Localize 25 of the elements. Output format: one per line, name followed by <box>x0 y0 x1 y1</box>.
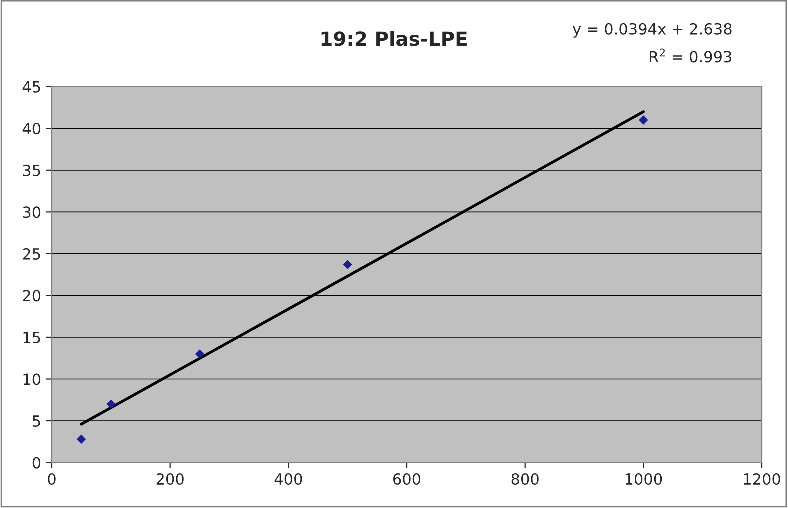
text: y = 0.0394x + 2.638 <box>572 23 732 38</box>
x-tick-label: 200 <box>156 473 184 486</box>
text: R$^{2}$ = 0.993 <box>650 48 732 63</box>
x-tick-label: 800 <box>512 473 539 486</box>
point <box>343 260 352 270</box>
x-tick-label: 0 <box>48 473 56 486</box>
y-tick-label: 0 <box>32 457 41 469</box>
y-tick-label: 30 <box>23 206 41 218</box>
x-tick-label: 1200 <box>744 473 780 486</box>
y-tick-label: 40 <box>22 123 41 135</box>
y-tick-label: 5 <box>33 416 40 428</box>
y-tick-label: 45 <box>22 82 40 93</box>
point <box>106 400 116 409</box>
point <box>195 350 205 359</box>
point <box>639 116 648 125</box>
y-tick-label: 35 <box>23 164 40 176</box>
chart-title: 19:2 Plas-LPE <box>322 31 467 46</box>
y-tick-label: 25 <box>23 248 40 260</box>
x-tick-label: 1000 <box>626 473 662 486</box>
y-tick-label: 20 <box>23 290 41 302</box>
x-tick-label: 400 <box>274 473 302 486</box>
point <box>76 434 86 444</box>
y-tick-label: 15 <box>24 332 40 344</box>
y-tick-label: 10 <box>24 374 41 386</box>
x-tick-label: 600 <box>393 473 421 486</box>
